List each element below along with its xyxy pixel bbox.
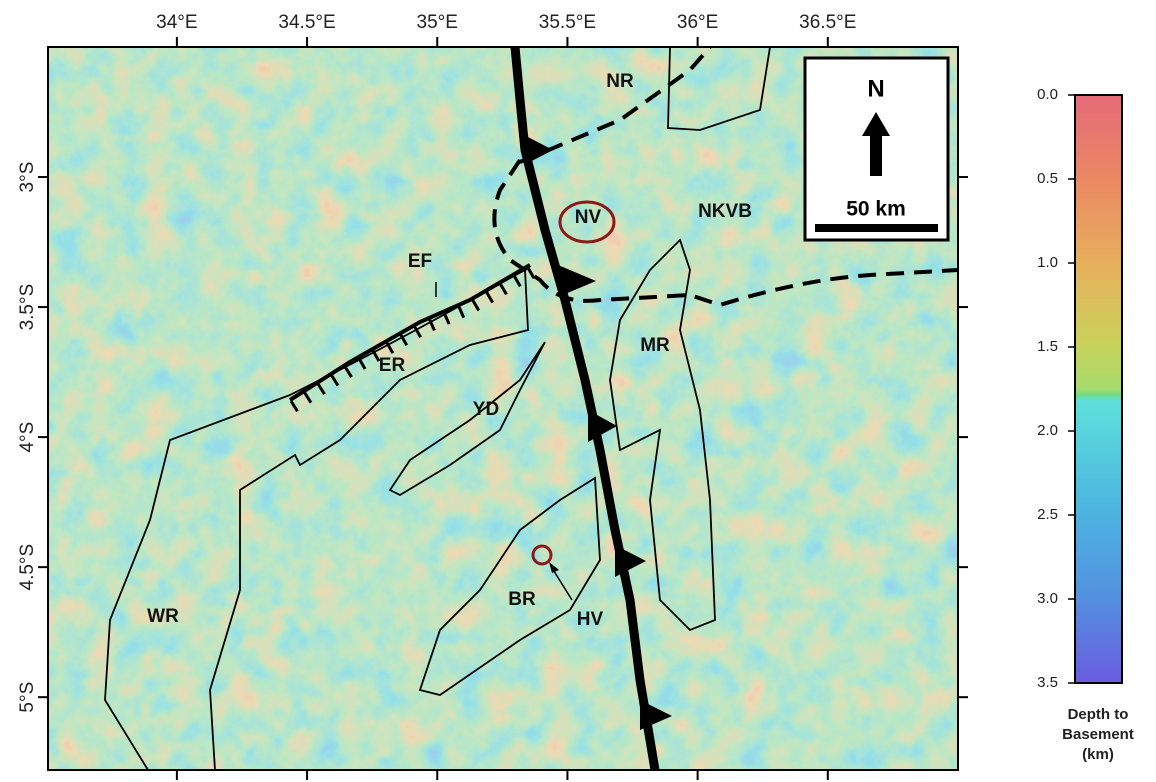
region-label: MR bbox=[640, 335, 670, 356]
scale-bar bbox=[815, 224, 938, 232]
region-label: NKVB bbox=[698, 201, 752, 222]
y-tick-label: 3°S bbox=[17, 162, 38, 193]
region-label: BR bbox=[508, 589, 536, 610]
colorbar-tick-label: 0.0 bbox=[1037, 86, 1058, 103]
y-tick-label: 4.5°S bbox=[17, 544, 38, 591]
colorbar-tick-label: 0.5 bbox=[1037, 170, 1058, 187]
colorbar-tick-label: 3.5 bbox=[1037, 674, 1058, 691]
colorbar-title: Depth to bbox=[1068, 706, 1129, 723]
x-tick-label: 35°E bbox=[417, 12, 458, 33]
scale-label: 50 km bbox=[846, 198, 906, 221]
colorbar-tick-label: 1.0 bbox=[1037, 254, 1058, 271]
x-tick-label: 35.5°E bbox=[539, 12, 596, 33]
figure: NR NV NKVB EF ER MR YD BR HV WR N 50 km … bbox=[0, 0, 1156, 782]
x-tick-label: 36.5°E bbox=[799, 12, 856, 33]
region-label: YD bbox=[473, 399, 499, 420]
y-tick-label: 4°S bbox=[17, 422, 38, 453]
y-tick-label: 3.5°S bbox=[17, 284, 38, 331]
colorbar-title: Basement bbox=[1062, 726, 1134, 743]
colorbar bbox=[1075, 95, 1122, 683]
colorbar-tick-label: 1.5 bbox=[1037, 338, 1058, 355]
north-box: N 50 km bbox=[805, 58, 948, 240]
colorbar-tick-label: 2.5 bbox=[1037, 506, 1058, 523]
x-tick-label: 34.5°E bbox=[278, 12, 335, 33]
region-label: ER bbox=[379, 355, 406, 376]
colorbar-title: (km) bbox=[1082, 746, 1114, 763]
x-tick-label: 34°E bbox=[156, 12, 197, 33]
region-label: HV bbox=[577, 609, 604, 630]
x-tick-label: 36°E bbox=[677, 12, 718, 33]
region-label: NR bbox=[606, 71, 634, 92]
region-label: EF bbox=[408, 251, 432, 272]
north-label: N bbox=[867, 75, 884, 102]
region-label: WR bbox=[147, 606, 179, 627]
y-tick-label: 5°S bbox=[17, 682, 38, 713]
colorbar-tick-label: 2.0 bbox=[1037, 422, 1058, 439]
region-label: NV bbox=[575, 207, 602, 228]
colorbar-tick-label: 3.0 bbox=[1037, 590, 1058, 607]
